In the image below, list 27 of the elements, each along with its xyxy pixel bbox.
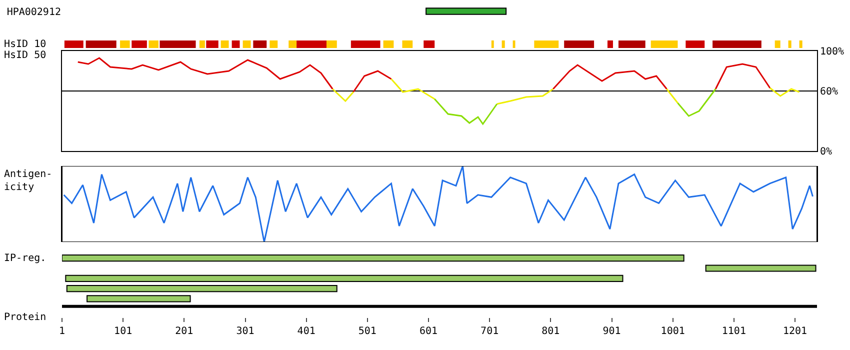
- x-tick-label: 901: [602, 326, 621, 337]
- y-tick-label: HPA002912: [6, 6, 61, 18]
- x-tick-label: 1101: [722, 326, 746, 337]
- x-tick-label: 701: [480, 326, 499, 337]
- x-tick-label: 801: [542, 326, 560, 337]
- y-tick-label: 60%: [820, 86, 838, 98]
- bar: [65, 274, 624, 282]
- bar: [86, 295, 191, 302]
- y-tick-label: 100%: [820, 46, 844, 58]
- bar: [705, 264, 816, 272]
- x-tick-label: 1: [58, 326, 66, 337]
- bar: [62, 254, 684, 262]
- y-axis-title: IP-reg.: [4, 253, 46, 264]
- x-tick-label: 1201: [782, 326, 808, 337]
- y-tick-label: 0%: [820, 146, 832, 158]
- x-tick-label: 101: [114, 326, 132, 337]
- y-axis-title: Antigen- icity: [4, 169, 52, 193]
- x-tick-label: 501: [358, 326, 376, 337]
- x-tick-label: 301: [236, 326, 254, 337]
- bar: [66, 285, 338, 292]
- x-tick-label: 601: [419, 326, 438, 337]
- y-axis-title: HsID 50: [4, 50, 46, 61]
- x-axis-title: Protein: [4, 312, 46, 323]
- x-tick-label: 1001: [660, 326, 685, 337]
- x-tick-label: 401: [297, 326, 316, 337]
- y-axis-title: HsID 10: [4, 39, 46, 50]
- x-tick-label: 201: [175, 326, 194, 337]
